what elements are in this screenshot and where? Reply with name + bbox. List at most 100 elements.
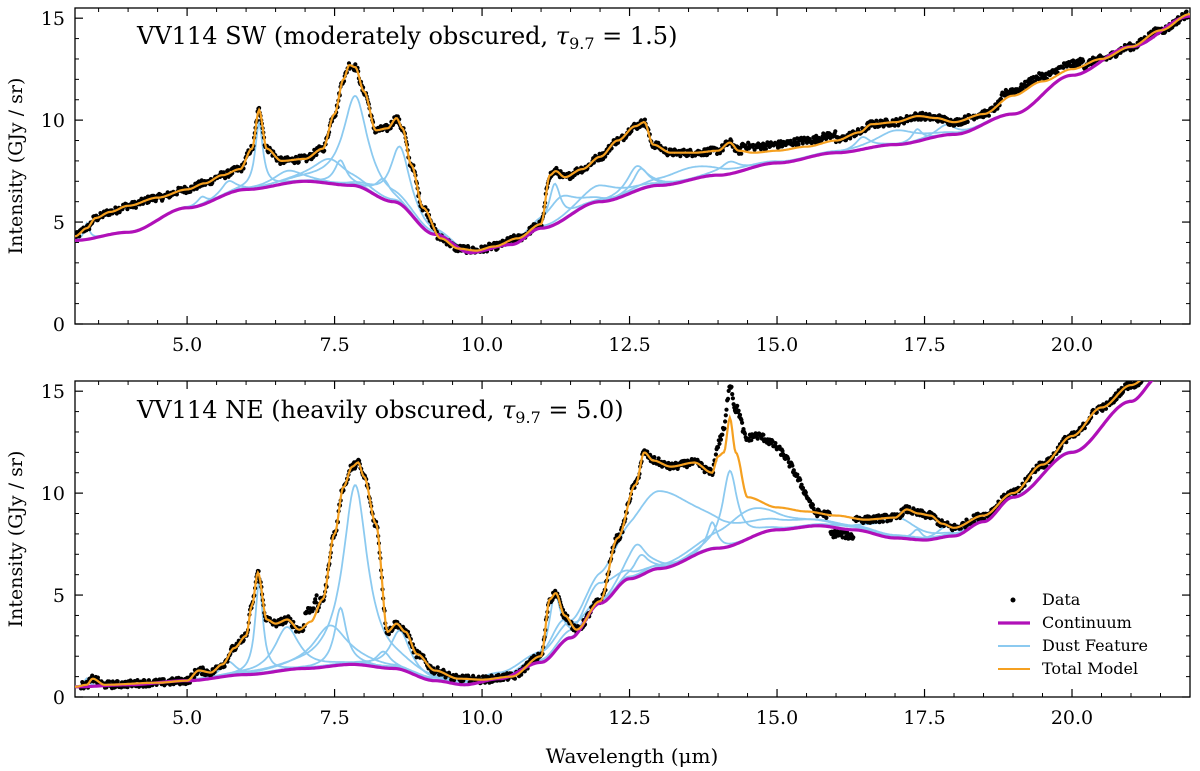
data-point xyxy=(311,606,316,611)
dust-feature-curve xyxy=(75,15,1190,254)
data-point xyxy=(742,431,748,436)
data-point xyxy=(1150,368,1154,372)
data-point xyxy=(720,432,725,437)
data-point xyxy=(296,160,301,165)
data-point xyxy=(671,153,676,158)
data-point xyxy=(874,118,879,123)
panel-sw-frame xyxy=(74,7,1191,325)
data-point xyxy=(435,665,440,670)
data-point xyxy=(314,593,319,598)
data-point xyxy=(798,477,803,482)
data-point xyxy=(1156,360,1160,364)
data-point xyxy=(755,436,760,441)
data-point xyxy=(1149,370,1153,374)
x-tick-label: 12.5 xyxy=(608,707,650,729)
data-point xyxy=(1148,370,1152,374)
x-tick-label: 10.0 xyxy=(461,334,503,356)
data-point xyxy=(1143,372,1147,376)
data-point xyxy=(221,170,226,175)
data-point xyxy=(1159,359,1163,363)
data-point xyxy=(686,153,691,158)
data-point xyxy=(848,136,853,141)
data-point xyxy=(736,408,741,413)
dust-feature-curve xyxy=(75,15,1190,254)
data-point xyxy=(791,468,796,473)
legend-label-dust-feature: Dust Feature xyxy=(1042,636,1148,655)
data-point xyxy=(1156,363,1160,367)
data-point xyxy=(986,113,992,118)
data-point xyxy=(880,519,886,524)
dust-feature-curve xyxy=(75,15,1190,254)
data-point xyxy=(1142,376,1146,380)
data-point xyxy=(737,412,743,417)
data-point xyxy=(161,677,166,682)
dust-feature-curve xyxy=(75,15,1190,254)
panel-ne-continuum-line xyxy=(75,381,1154,689)
data-point xyxy=(873,519,879,524)
x-axis-label: Wavelength (μm) xyxy=(546,744,719,768)
data-point xyxy=(113,205,118,210)
data-point xyxy=(1152,367,1156,371)
dust-feature-curve xyxy=(75,15,1190,252)
data-point xyxy=(724,407,729,412)
data-point xyxy=(1161,363,1165,367)
data-point xyxy=(1146,368,1150,372)
data-point xyxy=(796,142,801,147)
data-point xyxy=(1164,362,1168,366)
data-point xyxy=(678,154,683,159)
data-point xyxy=(1163,365,1167,369)
data-point xyxy=(811,506,816,511)
data-point xyxy=(763,146,769,152)
y-tick-label: 0 xyxy=(53,687,65,709)
data-point xyxy=(803,490,808,495)
data-point xyxy=(773,441,778,446)
data-point xyxy=(788,138,793,143)
data-point xyxy=(1184,9,1189,14)
panel-sw-ticks: 5.0 7.5 10.0 12.5 15.0 17.5 20.0 0 5 10 15 xyxy=(41,8,1191,356)
data-point xyxy=(780,448,785,454)
data-point xyxy=(726,388,731,393)
data-point xyxy=(735,403,740,408)
dust-feature-curve xyxy=(75,15,1190,254)
data-point xyxy=(107,679,112,684)
data-point xyxy=(739,151,744,156)
data-point xyxy=(414,655,419,660)
data-point xyxy=(135,678,140,683)
data-point xyxy=(1161,366,1165,370)
data-point xyxy=(761,432,766,437)
data-point xyxy=(1155,366,1159,370)
data-point xyxy=(730,396,736,401)
panel-sw-title: VV114 SW (moderately obscured, τ9.7 = 1.… xyxy=(136,22,677,53)
data-point xyxy=(749,438,754,443)
data-point xyxy=(1158,361,1162,365)
data-point xyxy=(799,482,804,487)
dust-feature-curve xyxy=(75,15,1190,254)
panel-sw-dust-features xyxy=(75,15,1190,254)
data-point xyxy=(808,499,813,504)
x-tick-label: 15.0 xyxy=(756,334,798,356)
legend: Data Continuum Dust Feature Total Model xyxy=(998,590,1148,678)
data-point xyxy=(1061,65,1066,70)
dust-feature-curve xyxy=(75,15,1190,254)
dust-feature-curve xyxy=(75,15,1190,254)
x-tick-label: 12.5 xyxy=(608,334,650,356)
data-point xyxy=(824,515,829,521)
data-point xyxy=(642,117,648,122)
data-point xyxy=(239,169,244,174)
data-point xyxy=(1144,375,1148,379)
panel-sw-y-axis-label: Intensity (GJy / sr) xyxy=(5,78,27,255)
x-tick-label: 10.0 xyxy=(461,707,503,729)
data-point xyxy=(833,129,838,134)
data-point xyxy=(133,205,138,210)
data-point xyxy=(1100,408,1105,413)
x-tick-label: 17.5 xyxy=(903,334,945,356)
y-tick-label: 15 xyxy=(41,381,65,403)
data-point xyxy=(681,147,686,152)
dust-feature-curve xyxy=(75,15,1190,254)
data-point xyxy=(717,441,722,446)
x-tick-label: 5.0 xyxy=(172,707,202,729)
x-tick-label: 20.0 xyxy=(1051,707,1093,729)
data-point xyxy=(851,535,856,540)
data-point xyxy=(1146,372,1150,376)
data-point xyxy=(1141,372,1145,376)
